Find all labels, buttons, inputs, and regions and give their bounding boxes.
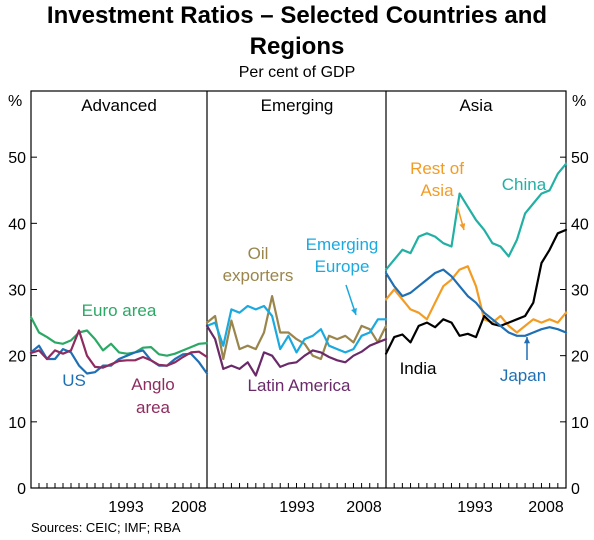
series-line: [29, 329, 209, 369]
y-tick-label-left: 50: [8, 150, 26, 167]
y-unit-label-right: %: [572, 93, 586, 110]
emerging-europe-arrow-head: [351, 308, 357, 315]
series-line: [384, 162, 568, 271]
y-tick-label-right: 50: [571, 150, 589, 167]
y-tick-label-right: 0: [571, 481, 580, 498]
series-line: [205, 295, 388, 361]
series-label: Rest of: [410, 159, 464, 178]
plot-frame: [30, 90, 567, 489]
chart-subtitle: Per cent of GDP: [238, 64, 356, 81]
series-label: exporters: [223, 266, 294, 285]
x-tick-label: 2008: [528, 499, 564, 516]
x-tick-label: 1993: [457, 499, 493, 516]
series-label: Euro area: [82, 301, 157, 320]
series-label: China: [502, 175, 547, 194]
series-line: [205, 324, 388, 377]
chart-title-line-2: Regions: [249, 33, 345, 60]
y-tick-label-right: 20: [571, 349, 589, 366]
series-line: [384, 268, 568, 337]
series-label: Europe: [315, 257, 370, 276]
japan-arrow-head: [523, 337, 531, 344]
rest-of-asia-arrow-head: [459, 223, 466, 230]
y-tick-label-right: 10: [571, 415, 589, 432]
x-tick-label: 1993: [108, 499, 144, 516]
y-tick-label-left: 0: [17, 481, 26, 498]
series-label: Anglo: [131, 375, 174, 394]
series-label: US: [62, 371, 86, 390]
series-label: Latin America: [248, 376, 352, 395]
series-line: [384, 228, 568, 355]
panel-title: Asia: [459, 96, 493, 115]
y-tick-label-right: 30: [571, 283, 589, 300]
chart-title-line-1: Investment Ratios – Selected Countries a…: [46, 2, 548, 29]
y-tick-label-left: 30: [8, 283, 26, 300]
x-tick-label: 2008: [346, 499, 382, 516]
series-label: Asia: [420, 181, 454, 200]
y-tick-label-right: 40: [571, 216, 589, 233]
series-label: Emerging: [306, 235, 379, 254]
series-label: Oil: [248, 244, 269, 263]
series-line: [205, 304, 388, 354]
series-line: [29, 316, 209, 357]
series-label: area: [136, 398, 171, 417]
y-unit-label-left: %: [8, 93, 22, 110]
source-note: Sources: CEIC; IMF; RBA: [31, 520, 181, 535]
series-label: Japan: [500, 366, 546, 385]
y-tick-label-left: 20: [8, 349, 26, 366]
y-tick-label-left: 10: [8, 415, 26, 432]
y-tick-label-left: 40: [8, 216, 26, 233]
series-line: [384, 265, 568, 334]
x-tick-label: 2008: [171, 499, 207, 516]
panel-title: Advanced: [81, 96, 157, 115]
series-label: India: [400, 359, 437, 378]
x-tick-label: 1993: [279, 499, 315, 516]
panel-title: Emerging: [261, 96, 334, 115]
